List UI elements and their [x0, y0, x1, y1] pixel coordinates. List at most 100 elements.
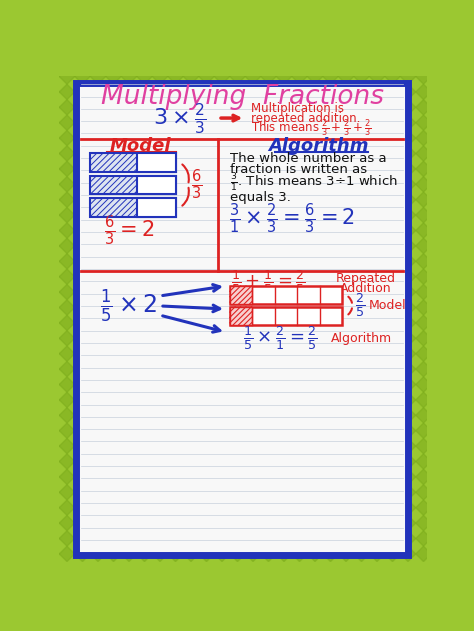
Text: Model: Model [110, 137, 172, 155]
Polygon shape [354, 362, 369, 377]
Polygon shape [214, 362, 230, 377]
Polygon shape [44, 362, 59, 377]
Polygon shape [338, 69, 354, 84]
Polygon shape [276, 454, 292, 469]
Polygon shape [168, 69, 183, 84]
Polygon shape [385, 300, 400, 316]
Polygon shape [230, 208, 245, 223]
Polygon shape [354, 439, 369, 454]
Polygon shape [44, 238, 59, 254]
Polygon shape [59, 469, 75, 485]
Polygon shape [323, 454, 338, 469]
Polygon shape [199, 69, 214, 84]
Polygon shape [369, 423, 385, 439]
Polygon shape [400, 131, 416, 146]
Polygon shape [323, 208, 338, 223]
Polygon shape [59, 516, 75, 531]
Text: Multiplication is: Multiplication is [251, 102, 345, 115]
Polygon shape [369, 146, 385, 161]
Polygon shape [261, 423, 276, 439]
Polygon shape [152, 208, 168, 223]
Polygon shape [106, 115, 121, 131]
Polygon shape [152, 69, 168, 84]
Polygon shape [261, 254, 276, 269]
Polygon shape [400, 423, 416, 439]
Polygon shape [245, 285, 261, 300]
Polygon shape [75, 531, 90, 546]
Polygon shape [385, 454, 400, 469]
Polygon shape [276, 362, 292, 377]
Polygon shape [44, 223, 59, 238]
Polygon shape [369, 439, 385, 454]
Polygon shape [137, 131, 152, 146]
Polygon shape [199, 269, 214, 285]
Polygon shape [214, 254, 230, 269]
Polygon shape [338, 531, 354, 546]
Polygon shape [44, 500, 59, 516]
Polygon shape [137, 300, 152, 316]
Polygon shape [90, 423, 106, 439]
Polygon shape [90, 131, 106, 146]
Polygon shape [230, 331, 245, 346]
Polygon shape [90, 500, 106, 516]
Polygon shape [400, 377, 416, 392]
Polygon shape [276, 408, 292, 423]
Polygon shape [137, 254, 152, 269]
Polygon shape [183, 177, 199, 192]
Polygon shape [183, 485, 199, 500]
Polygon shape [90, 223, 106, 238]
Polygon shape [90, 146, 106, 161]
Polygon shape [59, 392, 75, 408]
Polygon shape [183, 362, 199, 377]
Polygon shape [400, 269, 416, 285]
Polygon shape [400, 316, 416, 331]
Polygon shape [75, 285, 90, 300]
Polygon shape [214, 500, 230, 516]
Polygon shape [183, 392, 199, 408]
Bar [230, 307, 252, 325]
Polygon shape [354, 223, 369, 238]
Polygon shape [75, 100, 90, 115]
Polygon shape [168, 377, 183, 392]
Polygon shape [199, 84, 214, 100]
Polygon shape [59, 331, 75, 346]
Polygon shape [261, 115, 276, 131]
Polygon shape [276, 84, 292, 100]
Polygon shape [137, 362, 152, 377]
Polygon shape [199, 469, 214, 485]
Polygon shape [137, 346, 152, 362]
Polygon shape [168, 454, 183, 469]
Polygon shape [106, 346, 121, 362]
Polygon shape [59, 100, 75, 115]
Polygon shape [214, 131, 230, 146]
Polygon shape [121, 439, 137, 454]
Polygon shape [152, 546, 168, 562]
Polygon shape [338, 469, 354, 485]
Polygon shape [121, 208, 137, 223]
Polygon shape [400, 546, 416, 562]
Polygon shape [44, 346, 59, 362]
Polygon shape [90, 454, 106, 469]
Polygon shape [369, 392, 385, 408]
Polygon shape [44, 331, 59, 346]
Polygon shape [338, 100, 354, 115]
Polygon shape [106, 131, 121, 146]
Polygon shape [369, 177, 385, 192]
Polygon shape [292, 100, 307, 115]
Polygon shape [152, 131, 168, 146]
Polygon shape [44, 454, 59, 469]
Polygon shape [416, 423, 431, 439]
Polygon shape [307, 531, 323, 546]
Polygon shape [121, 146, 137, 161]
Polygon shape [245, 454, 261, 469]
Polygon shape [416, 469, 431, 485]
Polygon shape [338, 146, 354, 161]
Polygon shape [214, 469, 230, 485]
Polygon shape [369, 408, 385, 423]
Polygon shape [106, 362, 121, 377]
Polygon shape [152, 223, 168, 238]
Polygon shape [416, 377, 431, 392]
Polygon shape [137, 316, 152, 331]
Polygon shape [152, 454, 168, 469]
Polygon shape [168, 316, 183, 331]
